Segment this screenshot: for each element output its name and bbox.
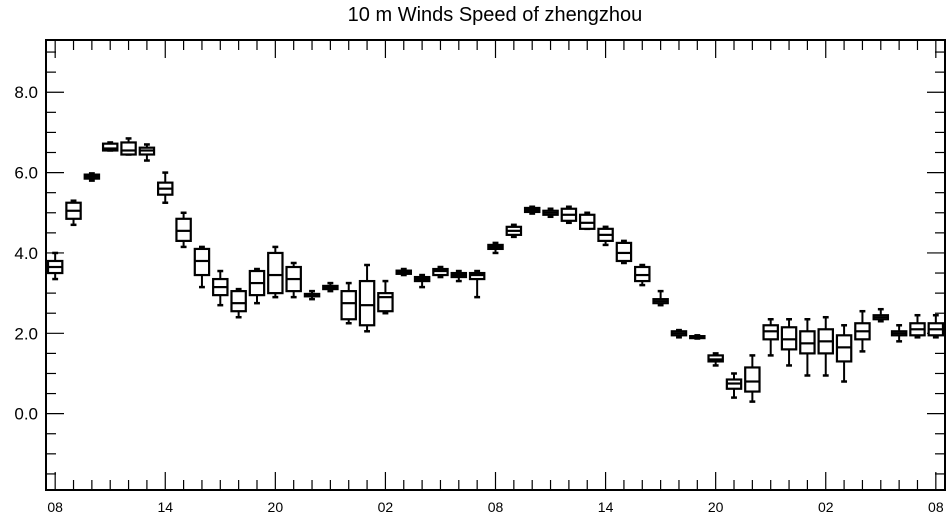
box-plot-item — [156, 171, 174, 204]
x-tick-label: 02 — [818, 499, 834, 515]
iqr-box — [120, 141, 137, 156]
x-tick-label: 08 — [47, 499, 63, 515]
box-plot-item — [505, 223, 523, 239]
box-plot-item — [835, 324, 853, 383]
y-tick-label: 6.0 — [14, 164, 38, 183]
y-tick-label: 2.0 — [14, 324, 38, 343]
box-plot-item — [854, 309, 871, 353]
x-tick-label: 20 — [708, 499, 724, 515]
plot-frame — [45, 39, 946, 491]
iqr-box — [358, 279, 376, 327]
boxes — [46, 137, 945, 403]
box-plot-item — [890, 324, 908, 343]
box-plot-item — [230, 287, 247, 319]
box-plot-item — [358, 263, 376, 333]
box-plot-item — [303, 289, 321, 301]
x-tick-label: 02 — [378, 499, 394, 515]
iqr-box — [267, 251, 284, 295]
box-plot-item — [267, 245, 284, 299]
box-plot-item — [212, 269, 229, 307]
iqr-box — [744, 366, 761, 393]
box-plot-item — [450, 269, 468, 283]
box-plot-item — [542, 207, 559, 219]
box-plot-item — [578, 211, 596, 231]
y-tick-label: 0.0 — [14, 405, 38, 424]
box-plot-item — [395, 267, 413, 277]
box-plot-item — [83, 172, 101, 182]
box-plot-item — [872, 307, 890, 323]
x-tick-label: 20 — [268, 499, 284, 515]
minor-ticks — [46, 40, 945, 490]
box-plot-item — [322, 281, 339, 293]
box-plot-item — [432, 265, 449, 279]
y-tick-label: 4.0 — [14, 244, 38, 263]
box-plot-item — [615, 239, 633, 265]
box-plot-item — [799, 317, 816, 377]
box-plot-item — [560, 205, 578, 225]
box-plot-item — [138, 143, 156, 162]
x-axis: 08 14 20 02 08 14 20 02 08 — [47, 499, 943, 515]
box-plot-item — [120, 137, 137, 156]
box-plot-item — [597, 225, 614, 247]
y-axis: 0.0 2.0 4.0 6.0 8.0 — [14, 83, 38, 423]
box-plot-item — [46, 251, 64, 281]
box-plot-item — [909, 313, 926, 339]
x-tick-label: 08 — [488, 499, 504, 515]
iqr-box — [230, 290, 247, 313]
box-plot-item — [101, 141, 119, 152]
x-tick-label: 14 — [598, 499, 614, 515]
box-plot-item — [689, 334, 706, 340]
box-plot-item — [780, 317, 798, 367]
iqr-box — [101, 142, 119, 152]
box-plot-item — [744, 354, 761, 403]
box-plot-item — [523, 205, 541, 215]
box-plot-item — [927, 313, 945, 339]
box-plot-item — [468, 269, 486, 299]
box-plot-item — [762, 317, 779, 357]
box-plot-item — [193, 245, 211, 289]
x-tick-label: 14 — [157, 499, 173, 515]
iqr-box — [377, 292, 394, 313]
box-plot-item — [634, 263, 651, 287]
box-plot-item — [707, 352, 724, 367]
box-plot-item — [285, 261, 302, 299]
plot-area — [45, 39, 946, 491]
box-plot-item — [248, 267, 266, 305]
y-tick-label: 8.0 — [14, 83, 38, 102]
box-plot-item — [340, 281, 357, 325]
box-plot-item — [65, 199, 82, 227]
box-plot-item — [377, 279, 394, 315]
box-plot-item — [725, 372, 743, 399]
box-plot-item — [817, 315, 835, 377]
box-plot-item — [175, 211, 192, 249]
chart-title: 10 m Winds Speed of zhengzhou — [347, 4, 643, 26]
x-tick-label: 08 — [928, 499, 944, 515]
box-plot-item — [413, 273, 431, 289]
box-plot-item — [670, 328, 688, 339]
box-plot-item — [487, 241, 504, 255]
iqr-box — [340, 290, 357, 321]
box-plot-item — [652, 289, 669, 307]
